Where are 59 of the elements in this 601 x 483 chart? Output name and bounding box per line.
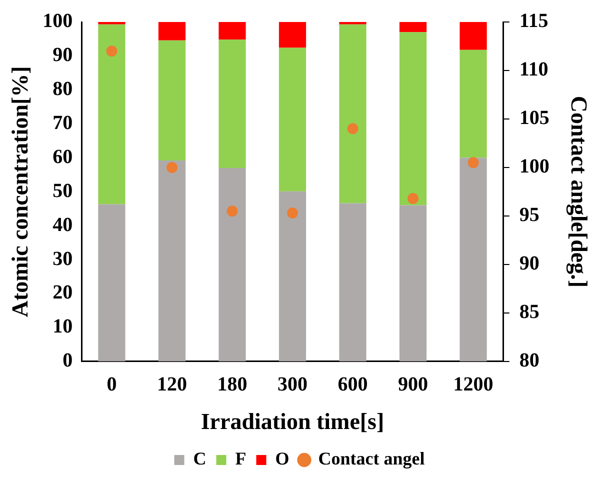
y-tick-label: 30	[52, 248, 73, 270]
point	[226, 206, 238, 217]
y-tick-label: 100	[42, 10, 73, 32]
bar	[218, 22, 246, 40]
y2-tick-label: 80	[519, 350, 540, 372]
y-tick-label: 50	[52, 180, 73, 202]
bar	[158, 160, 186, 362]
x-tick-label: 180	[217, 374, 248, 396]
y2-tick-label: 95	[519, 204, 540, 226]
y2-tick-label: 85	[519, 301, 540, 324]
point	[287, 208, 298, 219]
point	[106, 46, 118, 57]
legend-label: F	[235, 448, 246, 469]
x-tick-label: 120	[156, 374, 187, 396]
point	[468, 157, 479, 168]
x-tick-label: 0	[106, 374, 117, 396]
y-tick-label: 90	[52, 44, 73, 66]
legend-label: Contact angel	[318, 448, 425, 469]
legend-label: O	[275, 448, 290, 469]
y-tick-label: 40	[52, 214, 73, 236]
bar	[278, 191, 306, 362]
point	[347, 123, 358, 134]
point	[408, 192, 419, 204]
y-axis-title: Atomic concentration[%]	[8, 66, 33, 318]
bar	[339, 24, 366, 204]
y2-tick-label: 100	[519, 156, 550, 178]
y2-axis-title: Contact angle[deg.]	[565, 96, 592, 288]
bar	[460, 50, 487, 158]
bar	[278, 48, 306, 192]
y2-tick-label: 110	[519, 58, 548, 81]
x-axis-title: Irradiation time[s]	[200, 409, 384, 434]
bar	[399, 205, 427, 362]
bar	[218, 168, 246, 362]
bar	[98, 24, 126, 204]
y2-tick-label: 105	[519, 107, 550, 130]
y2-tick-label: 90	[519, 252, 540, 275]
bar	[218, 40, 246, 168]
bar	[158, 40, 186, 160]
bar	[339, 203, 366, 362]
bar	[399, 32, 427, 206]
bar	[98, 204, 126, 362]
y-tick-label: 20	[52, 282, 73, 304]
bar	[460, 158, 487, 362]
y-tick-label: 10	[52, 316, 73, 338]
bar	[158, 22, 186, 40]
x-tick-label: 900	[398, 374, 428, 396]
y-tick-label: 80	[52, 78, 73, 100]
y-tick-label: 60	[52, 146, 73, 168]
bar	[278, 22, 306, 48]
y2-tick-label: 115	[519, 10, 548, 32]
bar	[460, 22, 487, 50]
legend-label: C	[193, 448, 206, 469]
x-tick-label: 300	[278, 374, 308, 396]
x-tick-label: 600	[338, 374, 368, 396]
y-tick-label: 0	[62, 350, 73, 372]
y-tick-label: 70	[52, 112, 73, 134]
bar	[399, 22, 427, 32]
x-tick-label: 1200	[453, 374, 494, 396]
point	[166, 162, 178, 173]
